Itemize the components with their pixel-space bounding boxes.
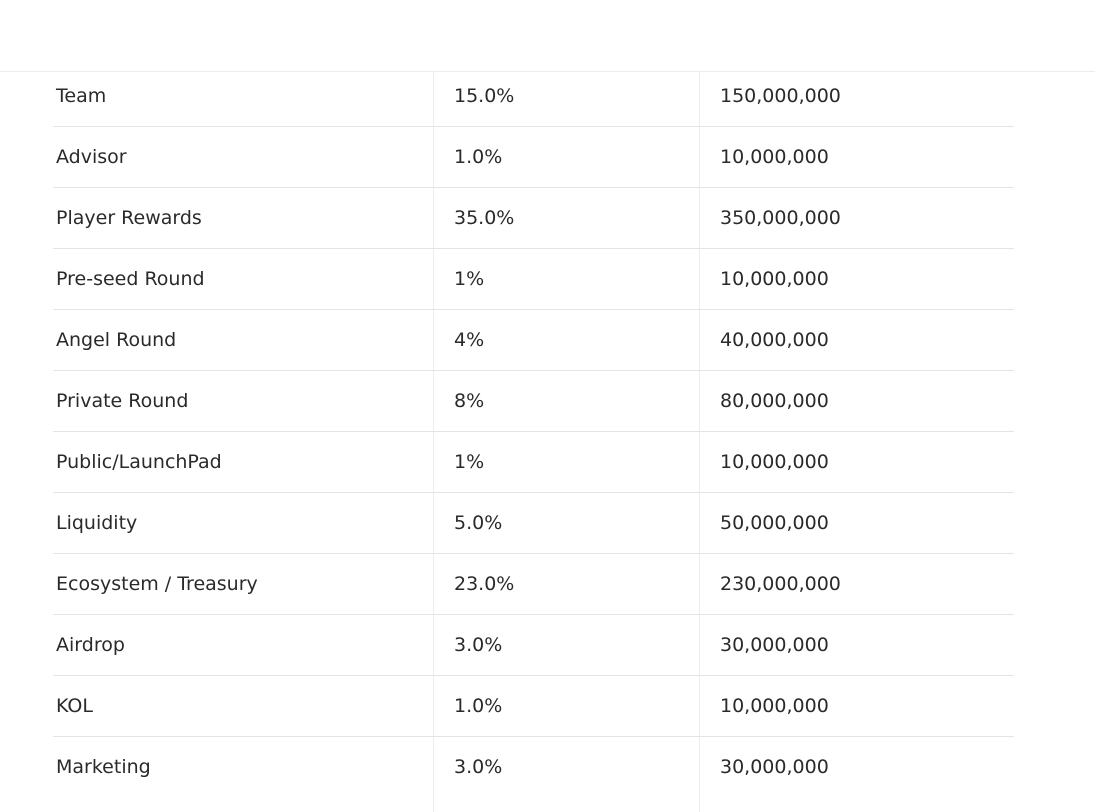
allocation-amount: 10,000,000 <box>720 451 829 473</box>
row-divider <box>53 492 1014 493</box>
allocation-amount: 50,000,000 <box>720 512 829 534</box>
allocation-name: KOL <box>56 695 93 717</box>
allocation-name: Team <box>56 85 107 107</box>
row-divider <box>53 675 1014 676</box>
row-divider <box>53 309 1014 310</box>
allocation-name: Player Rewards <box>56 207 202 229</box>
allocation-name: Advisor <box>56 146 127 168</box>
allocation-name: Public/LaunchPad <box>56 451 222 473</box>
row-divider <box>53 370 1014 371</box>
allocation-amount: 80,000,000 <box>720 390 829 412</box>
allocation-name: Pre-seed Round <box>56 268 205 290</box>
allocation-name: Liquidity <box>56 512 138 534</box>
allocation-name: Airdrop <box>56 634 125 656</box>
allocation-amount: 30,000,000 <box>720 634 829 656</box>
allocation-percent: 3.0% <box>454 634 503 656</box>
row-divider <box>53 736 1014 737</box>
allocation-percent: 1.0% <box>454 146 503 168</box>
allocation-percent: 15.0% <box>454 85 515 107</box>
allocation-percent: 5.0% <box>454 512 503 534</box>
row-divider <box>53 248 1014 249</box>
row-divider <box>53 187 1014 188</box>
row-divider <box>53 553 1014 554</box>
allocation-name: Private Round <box>56 390 189 412</box>
allocation-percent: 35.0% <box>454 207 515 229</box>
allocation-percent: 3.0% <box>454 756 503 778</box>
row-divider <box>53 614 1014 615</box>
allocation-percent: 8% <box>454 390 485 412</box>
column-divider <box>699 72 700 812</box>
allocation-amount: 350,000,000 <box>720 207 841 229</box>
allocation-amount: 150,000,000 <box>720 85 841 107</box>
allocation-percent: 23.0% <box>454 573 515 595</box>
row-divider <box>53 431 1014 432</box>
allocation-amount: 10,000,000 <box>720 268 829 290</box>
column-divider <box>433 72 434 812</box>
allocation-amount: 40,000,000 <box>720 329 829 351</box>
allocation-percent: 4% <box>454 329 485 351</box>
allocation-percent: 1% <box>454 268 485 290</box>
allocation-name: Marketing <box>56 756 151 778</box>
allocation-amount: 30,000,000 <box>720 756 829 778</box>
allocation-name: Ecosystem / Treasury <box>56 573 258 595</box>
allocation-amount: 10,000,000 <box>720 695 829 717</box>
allocation-amount: 230,000,000 <box>720 573 841 595</box>
allocation-name: Angel Round <box>56 329 177 351</box>
allocation-percent: 1.0% <box>454 695 503 717</box>
header-divider <box>0 71 1095 72</box>
allocation-amount: 10,000,000 <box>720 146 829 168</box>
row-divider <box>53 126 1014 127</box>
allocation-percent: 1% <box>454 451 485 473</box>
